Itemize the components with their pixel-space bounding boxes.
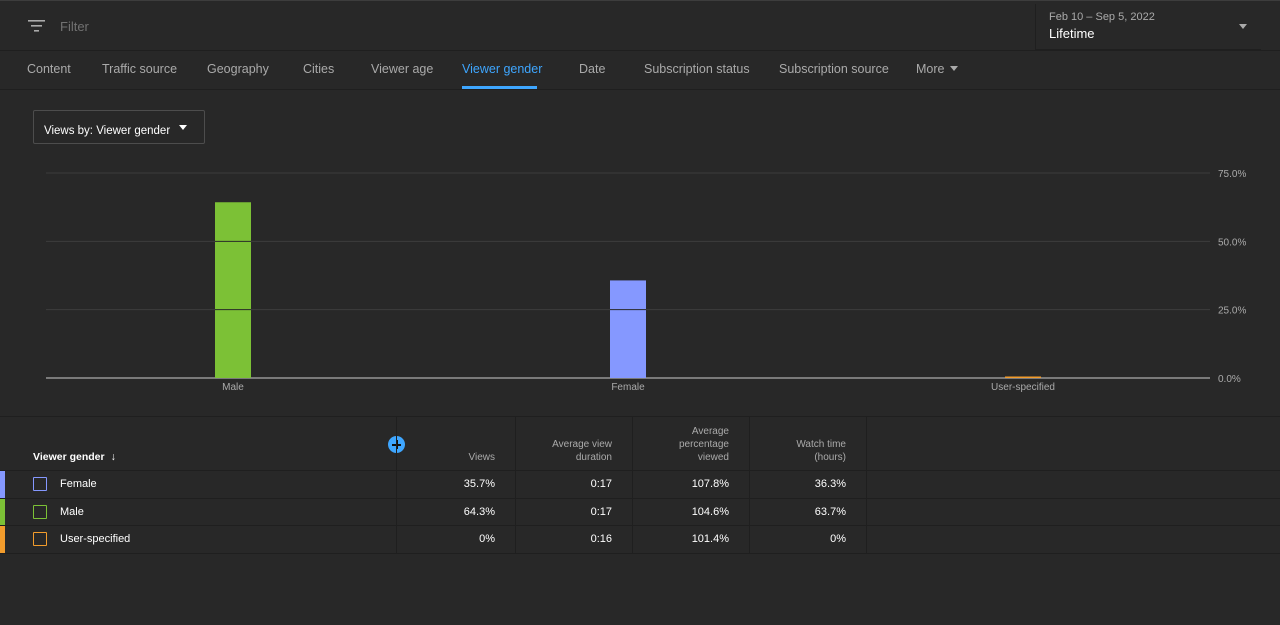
header-avg-view-duration-label: Average view duration xyxy=(552,439,612,463)
y-tick-label: 75.0% xyxy=(1218,169,1246,180)
cell-views: 64.3% xyxy=(396,498,515,525)
filter-bar: Filter Feb 10 – Sep 5, 2022 Lifetime xyxy=(0,0,1280,51)
bar-female[interactable] xyxy=(610,280,646,378)
header-watch-time-label: Watch time (hours) xyxy=(796,439,846,463)
row-color-bar xyxy=(0,526,5,553)
cell-avg-percentage-viewed: 107.8% xyxy=(632,471,749,498)
x-category-label: User-specified xyxy=(991,382,1055,393)
tab-cities[interactable]: Cities xyxy=(303,62,335,76)
table-header-avg-percentage-viewed[interactable]: Average percentage viewed xyxy=(632,417,749,471)
table-header-viewer-gender[interactable]: Viewer gender ↓ xyxy=(33,451,116,463)
filter-input[interactable]: Filter xyxy=(60,19,89,34)
sort-down-arrow-icon: ↓ xyxy=(110,451,116,463)
filter-icon[interactable] xyxy=(28,19,45,33)
row-color-bar xyxy=(0,498,5,525)
bar-user-specified[interactable] xyxy=(1005,376,1041,379)
date-range-text: Feb 10 – Sep 5, 2022 xyxy=(1049,11,1155,23)
cell-avg-view-duration: 0:17 xyxy=(515,471,632,498)
cell-views: 0% xyxy=(396,526,515,553)
table-row: User-specified 0% 0:16 101.4% 0% xyxy=(0,526,1280,554)
cell-avg-view-duration: 0:17 xyxy=(515,498,632,525)
tab-viewer-gender[interactable]: Viewer gender xyxy=(462,62,543,76)
row-label: Female xyxy=(60,478,97,490)
caret-down-icon xyxy=(950,66,959,71)
row-color-bar xyxy=(0,471,5,498)
caret-down-icon xyxy=(179,125,187,130)
cell-watch-time: 63.7% xyxy=(749,498,866,525)
tab-more[interactable]: More xyxy=(916,62,959,76)
tab-more-label: More xyxy=(916,62,945,76)
cell-avg-percentage-viewed: 104.6% xyxy=(632,498,749,525)
tab-subscription-status[interactable]: Subscription status xyxy=(644,62,750,76)
viewer-gender-bar-chart: 0.0% 25.0% 50.0% 75.0% Male Female User-specif… xyxy=(46,169,1246,393)
bar-male[interactable] xyxy=(215,202,251,378)
views-by-label: Views by: Viewer gender xyxy=(44,125,171,137)
cell-avg-view-duration: 0:16 xyxy=(515,526,632,553)
dimension-tabs: Content Traffic source Geography Cities … xyxy=(0,51,1280,90)
tab-date[interactable]: Date xyxy=(579,62,606,76)
column-divider xyxy=(866,417,867,470)
tab-geography[interactable]: Geography xyxy=(207,62,269,76)
cell-avg-percentage-viewed: 101.4% xyxy=(632,526,749,553)
column-divider xyxy=(866,526,867,553)
row-checkbox[interactable] xyxy=(33,504,47,519)
y-tick-label: 0.0% xyxy=(1218,374,1241,385)
row-label: User-specified xyxy=(60,533,131,545)
cell-watch-time: 0% xyxy=(749,526,866,553)
y-tick-label: 25.0% xyxy=(1218,306,1246,317)
chevron-down-icon xyxy=(1239,24,1247,29)
row-checkbox[interactable] xyxy=(33,532,47,546)
table-header-views[interactable]: Views xyxy=(396,417,515,471)
column-divider xyxy=(866,471,867,498)
metrics-table: Viewer gender ↓ Views Average view durati… xyxy=(0,416,1280,554)
cell-views: 35.7% xyxy=(396,471,515,498)
table-header-avg-view-duration[interactable]: Average view duration xyxy=(515,417,632,471)
row-checkbox[interactable] xyxy=(33,477,47,491)
tab-subscription-source[interactable]: Subscription source xyxy=(779,62,889,76)
active-tab-indicator xyxy=(462,86,537,89)
x-category-label: Female xyxy=(611,382,645,393)
table-header-watch-time[interactable]: Watch time (hours) xyxy=(749,417,866,471)
tab-viewer-age[interactable]: Viewer age xyxy=(371,62,434,76)
x-category-label: Male xyxy=(222,382,244,393)
table-row: Female 35.7% 0:17 107.8% 36.3% xyxy=(0,471,1280,499)
row-label: Male xyxy=(60,505,84,518)
header-avg-percentage-viewed-label: Average percentage viewed xyxy=(678,426,729,463)
table-header: Viewer gender ↓ Views Average view durati… xyxy=(0,417,1280,471)
column-divider xyxy=(866,498,867,525)
table-row: Male 64.3% 0:17 104.6% 63.7% xyxy=(0,498,1280,526)
tab-content[interactable]: Content xyxy=(27,62,71,76)
views-by-dropdown[interactable]: Views by: Viewer gender xyxy=(33,110,205,144)
tab-traffic-source[interactable]: Traffic source xyxy=(102,62,178,76)
header-views-label: Views xyxy=(468,452,496,463)
cell-watch-time: 36.3% xyxy=(749,471,866,498)
date-range-picker[interactable]: Feb 10 – Sep 5, 2022 Lifetime xyxy=(1035,4,1261,50)
y-tick-label: 50.0% xyxy=(1218,237,1246,248)
viewer-gender-header-label: Viewer gender xyxy=(33,451,105,463)
date-range-label: Lifetime xyxy=(1049,26,1095,41)
